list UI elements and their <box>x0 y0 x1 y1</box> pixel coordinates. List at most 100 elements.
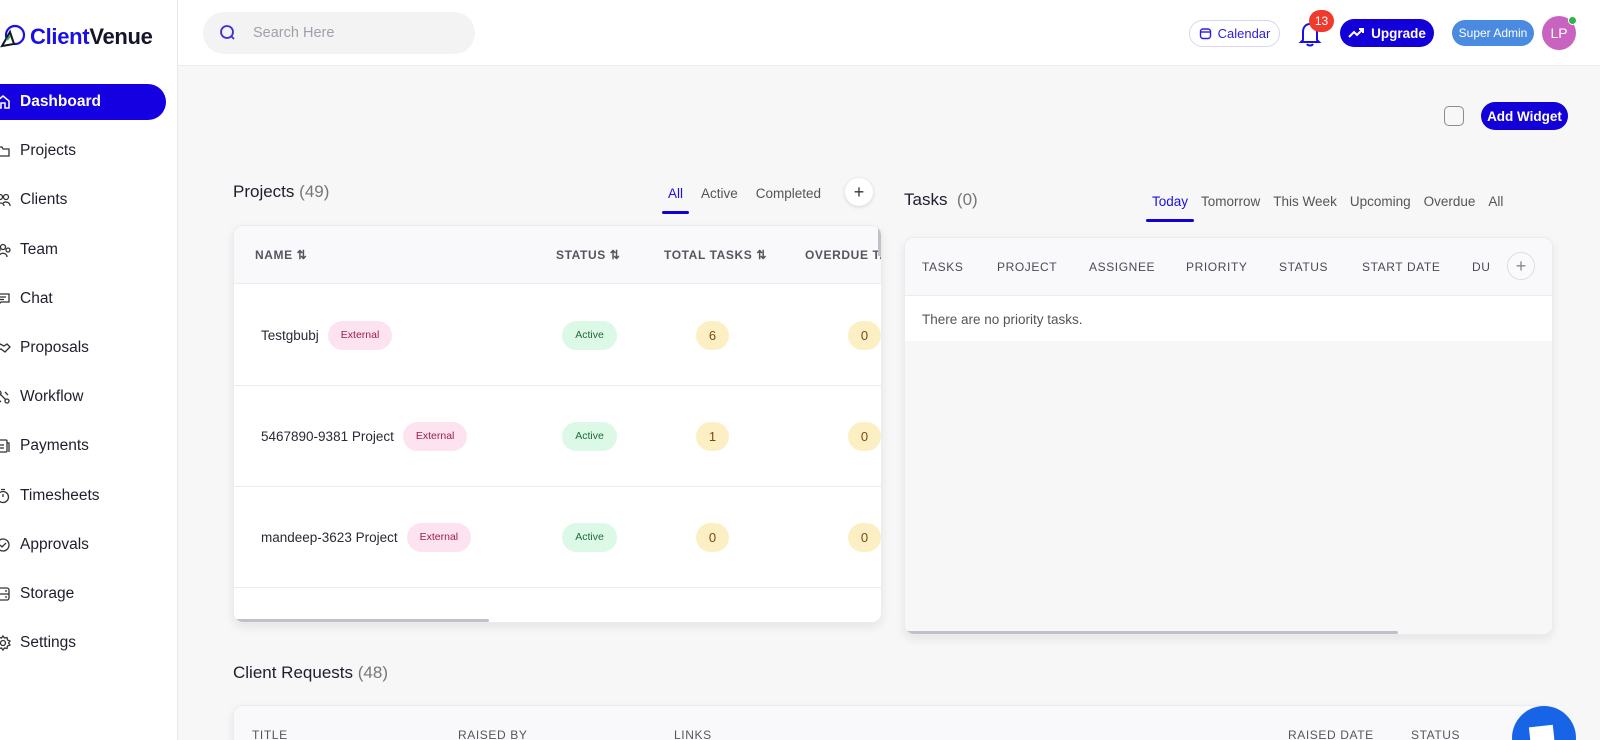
column-header-raised-date: RAISED DATE <box>1288 728 1374 740</box>
storage-icon <box>0 586 11 602</box>
column-header-status[interactable]: STATUS ⇅ <box>556 248 621 262</box>
overdue-tasks-count: 0 <box>848 522 881 552</box>
notification-count-badge: 13 <box>1309 10 1334 32</box>
sidebar-item-approvals[interactable]: Approvals <box>0 527 178 563</box>
tasks-count: (0) <box>956 190 978 209</box>
calendar-label: Calendar <box>1217 26 1271 41</box>
tab-overdue[interactable]: Overdue <box>1423 194 1476 209</box>
tab-completed[interactable]: Completed <box>755 186 822 201</box>
tasks-table-header: TASKS PROJECT ASSIGNEE PRIORITY STATUS S… <box>905 238 1552 296</box>
projects-filter-tabs: All Active Completed <box>662 184 827 214</box>
project-name[interactable]: 5467890-9381 Project <box>261 428 394 444</box>
chat-icon <box>0 291 11 307</box>
status-badge: Active <box>562 320 617 350</box>
projects-count: (49) <box>299 182 330 201</box>
column-header-status: STATUS <box>1411 728 1461 740</box>
sidebar-item-timesheets[interactable]: Timesheets <box>0 478 178 514</box>
upgrade-button[interactable]: Upgrade <box>1340 19 1434 47</box>
sidebar-item-label: Payments <box>20 437 89 455</box>
tab-all[interactable]: All <box>662 184 690 214</box>
table-row[interactable]: mandeep-3623 Project External Active 0 0 <box>234 487 881 588</box>
project-name[interactable]: Testgbubj <box>261 327 319 343</box>
column-header-due-date: DU <box>1472 260 1491 274</box>
search-input[interactable] <box>253 12 463 54</box>
horizontal-scrollbar[interactable] <box>905 631 1398 634</box>
trending-up-icon <box>1348 28 1365 38</box>
overdue-tasks-count: 0 <box>848 320 881 350</box>
tasks-filter-tabs: Today Tomorrow This Week Upcoming Overdu… <box>1146 192 1509 222</box>
column-header-total-tasks[interactable]: TOTAL TASKS ⇅ <box>664 248 767 262</box>
sidebar-item-proposals[interactable]: Proposals <box>0 330 178 366</box>
sidebar-item-projects[interactable]: Projects <box>0 133 178 169</box>
column-header-tasks: TASKS <box>922 260 964 274</box>
tab-active[interactable]: Active <box>701 186 738 201</box>
projects-widget-title: Projects (49) <box>233 182 330 201</box>
table-row[interactable]: Testgbubj External Active 6 0 <box>234 285 881 386</box>
workflow-icon <box>0 389 11 405</box>
clients-icon <box>0 192 11 208</box>
sidebar-item-team[interactable]: Team <box>0 232 178 268</box>
logo[interactable]: ClientVenue <box>0 22 153 52</box>
layout-grid-icon[interactable] <box>1444 106 1464 126</box>
sidebar-item-payments[interactable]: Payments <box>0 428 178 464</box>
team-icon <box>0 242 11 258</box>
sidebar-item-label: Settings <box>20 634 77 652</box>
home-icon <box>0 94 11 110</box>
column-header-name[interactable]: NAME ⇅ <box>255 248 308 262</box>
horizontal-scrollbar[interactable] <box>234 619 489 622</box>
add-project-button[interactable]: + <box>845 178 873 206</box>
tab-tomorrow[interactable]: Tomorrow <box>1201 194 1261 209</box>
tab-all-tasks[interactable]: All <box>1488 194 1504 209</box>
add-column-button[interactable]: + <box>1507 252 1535 280</box>
tasks-table: TASKS PROJECT ASSIGNEE PRIORITY STATUS S… <box>904 237 1553 635</box>
tab-upcoming[interactable]: Upcoming <box>1349 194 1411 209</box>
projects-table: NAME ⇅ STATUS ⇅ TOTAL TASKS ⇅ OVERDUE TA… <box>233 225 882 623</box>
status-badge: Active <box>562 522 617 552</box>
sidebar-item-label: Proposals <box>20 338 89 356</box>
logo-icon <box>0 24 26 48</box>
total-tasks-count: 6 <box>696 320 729 350</box>
vertical-scrollbar[interactable] <box>878 226 881 256</box>
tasks-widget-title: Tasks (0) <box>904 190 978 209</box>
sidebar-item-label: Chat <box>20 289 53 307</box>
table-row[interactable]: 5467890-9381 Project External Active 1 0 <box>234 386 881 487</box>
sidebar-item-settings[interactable]: Settings <box>0 625 178 661</box>
column-header-start-date: START DATE <box>1362 260 1441 274</box>
total-tasks-count: 0 <box>696 522 729 552</box>
calendar-icon <box>1199 28 1211 40</box>
sidebar-item-label: Approvals <box>20 535 89 553</box>
client-requests-title: Client Requests (48) <box>233 663 388 682</box>
external-tag: External <box>402 421 468 451</box>
column-header-status: STATUS <box>1279 260 1329 274</box>
project-name[interactable]: mandeep-3623 Project <box>261 529 398 545</box>
add-widget-button[interactable]: Add Widget <box>1481 102 1568 130</box>
sidebar-item-chat[interactable]: Chat <box>0 281 178 317</box>
sidebar-item-label: Timesheets <box>20 486 100 504</box>
upgrade-label: Upgrade <box>1371 25 1426 41</box>
sidebar-item-dashboard[interactable]: Dashboard <box>0 84 166 120</box>
external-tag: External <box>406 522 472 552</box>
overdue-tasks-count: 0 <box>848 421 881 451</box>
column-header-links: LINKS <box>674 728 712 740</box>
projects-table-header: NAME ⇅ STATUS ⇅ TOTAL TASKS ⇅ OVERDUE TA <box>234 226 881 284</box>
total-tasks-count: 1 <box>696 421 729 451</box>
tab-this-week[interactable]: This Week <box>1273 194 1337 209</box>
tab-today[interactable]: Today <box>1146 192 1195 222</box>
sidebar-item-storage[interactable]: Storage <box>0 576 178 612</box>
client-requests-table: TITLE RAISED BY LINKS RAISED DATE STATUS <box>233 705 1553 740</box>
client-requests-header: TITLE RAISED BY LINKS RAISED DATE STATUS <box>234 706 1552 740</box>
column-header-raised-by: RAISED BY <box>458 728 528 740</box>
tasks-empty-area <box>905 341 1552 634</box>
sidebar-item-label: Workflow <box>20 388 84 406</box>
chat-bubble-icon <box>1528 724 1556 740</box>
check-circle-icon <box>0 537 11 553</box>
calendar-button[interactable]: Calendar <box>1189 20 1280 47</box>
client-requests-count: (48) <box>357 663 388 682</box>
sidebar-item-label: Projects <box>20 142 76 160</box>
column-header-overdue-tasks[interactable]: OVERDUE TA <box>805 248 882 262</box>
sidebar-item-clients[interactable]: Clients <box>0 182 178 218</box>
top-header: Calendar 13 Upgrade Super Admin LP <box>178 0 1600 66</box>
sidebar-nav: Dashboard Projects Clients Team Chat Pro… <box>0 84 178 674</box>
logo-text: ClientVenue <box>30 24 153 49</box>
sidebar-item-workflow[interactable]: Workflow <box>0 379 178 415</box>
